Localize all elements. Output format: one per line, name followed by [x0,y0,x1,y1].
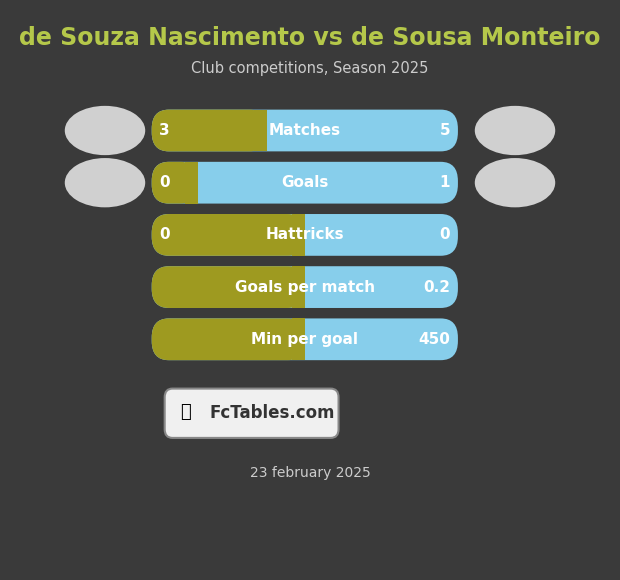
Text: 0: 0 [159,175,170,190]
FancyBboxPatch shape [165,389,339,438]
Bar [292,214,305,256]
Text: 0.2: 0.2 [423,280,450,295]
Text: Hattricks: Hattricks [265,227,344,242]
FancyBboxPatch shape [152,214,458,256]
Ellipse shape [64,106,145,155]
Text: Goals per match: Goals per match [235,280,375,295]
Ellipse shape [475,158,556,207]
Bar [254,110,267,151]
Text: 3: 3 [159,123,170,138]
Bar [292,266,305,308]
Bar [185,162,198,204]
Ellipse shape [475,106,556,155]
Text: FcTables.com: FcTables.com [210,404,335,422]
Text: 0: 0 [159,227,170,242]
FancyBboxPatch shape [152,318,458,360]
Text: Goals: Goals [281,175,329,190]
FancyBboxPatch shape [152,162,198,204]
FancyBboxPatch shape [152,318,305,360]
Text: 23 february 2025: 23 february 2025 [250,466,370,480]
Bar [292,318,305,360]
Text: Min per goal: Min per goal [251,332,358,347]
FancyBboxPatch shape [152,214,305,256]
Text: 📊: 📊 [180,403,191,420]
FancyBboxPatch shape [152,110,458,151]
Text: 5: 5 [440,123,450,138]
FancyBboxPatch shape [152,266,305,308]
Ellipse shape [64,158,145,207]
Text: 450: 450 [418,332,450,347]
FancyBboxPatch shape [152,162,458,204]
Text: Matches: Matches [268,123,341,138]
Text: Club competitions, Season 2025: Club competitions, Season 2025 [192,61,428,76]
FancyBboxPatch shape [152,110,267,151]
Text: 1: 1 [440,175,450,190]
FancyBboxPatch shape [152,266,458,308]
Text: 0: 0 [440,227,450,242]
Text: de Souza Nascimento vs de Sousa Monteiro: de Souza Nascimento vs de Sousa Monteiro [19,26,601,50]
